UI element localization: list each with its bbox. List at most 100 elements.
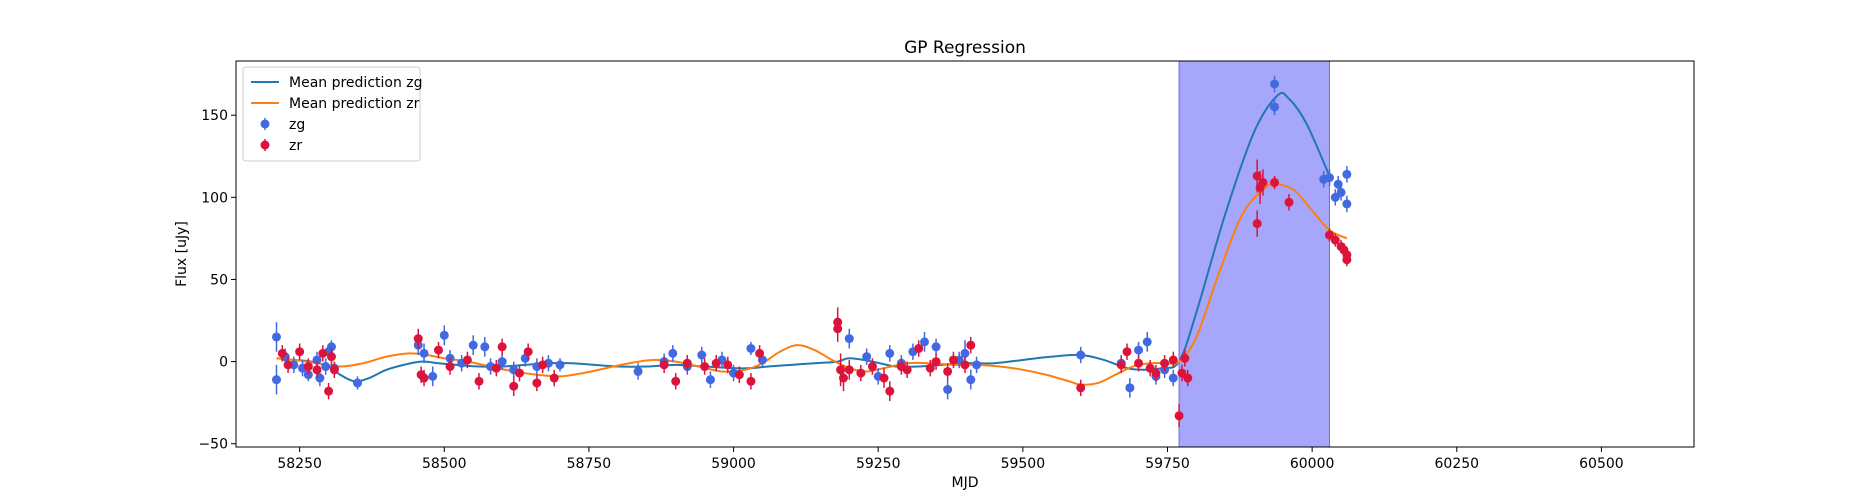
point-marker [272, 332, 281, 342]
data-point [1258, 169, 1268, 196]
point-marker [931, 357, 941, 367]
data-point [1125, 378, 1135, 398]
point-marker [1076, 350, 1086, 360]
point-marker [867, 362, 877, 372]
point-marker [1258, 178, 1268, 188]
data-point [480, 336, 490, 357]
data-point [532, 374, 542, 392]
point-marker [925, 363, 935, 373]
point-marker [1134, 345, 1144, 355]
y-tick-label: −50 [198, 437, 228, 453]
chart-title: GP Regression [904, 38, 1026, 58]
point-marker [538, 360, 548, 370]
data-point [723, 356, 733, 374]
data-point [867, 358, 877, 375]
data-point [324, 382, 334, 400]
point-marker [1284, 197, 1294, 207]
data-point [1076, 346, 1086, 364]
point-marker [746, 376, 756, 386]
data-point [326, 348, 336, 365]
point-marker [1342, 199, 1352, 209]
data-point [972, 356, 982, 374]
legend-label: Mean prediction zr [289, 96, 420, 112]
data-point [434, 341, 443, 359]
data-point [1270, 98, 1280, 116]
data-point [509, 376, 519, 397]
data-point [1183, 369, 1193, 387]
point-marker [885, 386, 895, 396]
point-marker [303, 362, 313, 372]
legend-label: Mean prediction zg [289, 75, 423, 91]
point-marker [1134, 358, 1144, 368]
data-point [1168, 369, 1178, 387]
data-point [948, 351, 958, 369]
data-point [862, 348, 872, 365]
data-point [671, 373, 681, 390]
point-marker [329, 365, 339, 375]
data-point [538, 356, 548, 374]
point-marker [523, 347, 533, 357]
legend-entry: zr [260, 138, 302, 154]
point-marker [671, 376, 681, 386]
point-marker [885, 348, 895, 358]
point-marker [321, 362, 331, 372]
data-point [497, 353, 507, 370]
data-point [1116, 356, 1126, 374]
point-marker [972, 360, 982, 370]
point-marker [862, 352, 872, 362]
point-marker [419, 348, 429, 358]
point-marker [700, 362, 710, 372]
legend-marker-swatch [260, 140, 270, 150]
data-point [839, 364, 848, 392]
x-tick-label: 60000 [1290, 456, 1335, 472]
point-marker [445, 362, 455, 372]
data-point [633, 363, 643, 380]
point-marker [879, 373, 889, 383]
data-point [272, 322, 281, 352]
data-point [1122, 343, 1132, 360]
data-point [931, 353, 941, 370]
point-marker [1160, 358, 1170, 368]
point-marker [723, 360, 733, 370]
mean-prediction-line [276, 91, 1331, 383]
point-marker [1180, 353, 1190, 363]
point-marker [1252, 219, 1262, 229]
legend-label: zr [289, 138, 302, 154]
data-point [966, 336, 976, 354]
data-point [734, 366, 744, 383]
data-point [879, 368, 889, 388]
point-marker [434, 345, 443, 355]
y-tick-label: 100 [201, 190, 228, 206]
data-point [960, 356, 970, 374]
point-marker [844, 334, 854, 344]
data-point [700, 358, 710, 375]
point-marker [439, 330, 449, 340]
point-marker [532, 378, 542, 388]
data-point [1342, 166, 1352, 183]
legend-marker-swatch [260, 119, 270, 129]
point-marker [1183, 373, 1193, 383]
data-point [697, 346, 707, 364]
point-marker [491, 363, 501, 373]
point-marker [474, 376, 484, 386]
data-point [711, 355, 721, 372]
data-point [668, 345, 678, 362]
x-tick-label: 60250 [1435, 456, 1480, 472]
point-marker [1168, 355, 1178, 365]
data-point [445, 358, 455, 375]
point-marker [497, 342, 507, 352]
point-marker [1330, 235, 1340, 245]
legend-label: zg [289, 117, 305, 133]
point-marker [1342, 169, 1352, 179]
point-marker [705, 375, 715, 385]
point-marker [312, 365, 322, 375]
data-point [1252, 210, 1262, 237]
data-point [1151, 364, 1161, 382]
point-marker [966, 375, 976, 385]
x-tick-label: 59500 [1001, 456, 1046, 472]
point-marker [1325, 173, 1334, 183]
point-marker [515, 368, 524, 378]
data-point [413, 328, 423, 349]
highlighted-region-layer [1178, 60, 1330, 448]
data-point [943, 379, 953, 400]
